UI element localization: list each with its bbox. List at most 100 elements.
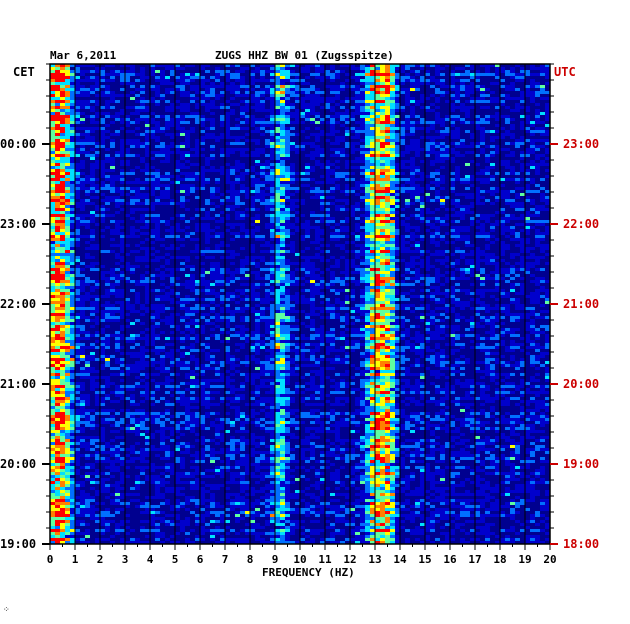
heatmap-cell xyxy=(120,97,125,100)
heatmap-cell xyxy=(330,76,335,79)
heatmap-cell xyxy=(325,154,330,157)
heatmap-cell xyxy=(160,145,165,148)
heatmap-cell xyxy=(435,94,440,97)
heatmap-cell xyxy=(460,100,465,103)
heatmap-cell xyxy=(335,211,340,214)
heatmap-cell xyxy=(380,232,385,235)
heatmap-cell xyxy=(420,112,425,115)
heatmap-cell xyxy=(375,241,380,244)
heatmap-cell xyxy=(140,175,145,178)
heatmap-cell xyxy=(245,226,250,229)
heatmap-cell xyxy=(355,154,360,157)
heatmap-cell xyxy=(80,292,85,295)
heatmap-cell xyxy=(365,244,370,247)
heatmap-cell xyxy=(485,133,490,136)
heatmap-cell xyxy=(315,190,320,193)
heatmap-cell xyxy=(215,175,220,178)
heatmap-cell xyxy=(230,178,235,181)
heatmap-cell xyxy=(375,118,380,121)
heatmap-cell xyxy=(55,250,60,253)
heatmap-cell xyxy=(85,85,90,88)
heatmap-cell xyxy=(365,67,370,70)
heatmap-cell xyxy=(290,268,295,271)
heatmap-cell xyxy=(240,133,245,136)
heatmap-cell xyxy=(60,211,65,214)
heatmap-cell xyxy=(520,82,525,85)
heatmap-cell xyxy=(215,235,220,238)
heatmap-cell xyxy=(60,178,65,181)
heatmap-cell xyxy=(400,262,405,265)
heatmap-cell xyxy=(235,82,240,85)
heatmap-cell xyxy=(180,139,185,142)
heatmap-cell xyxy=(545,184,550,187)
heatmap-cell xyxy=(480,88,485,91)
heatmap-cell xyxy=(75,112,80,115)
heatmap-cell xyxy=(370,289,375,292)
heatmap-cell xyxy=(415,67,420,70)
heatmap-cell xyxy=(125,217,130,220)
heatmap-cell xyxy=(275,106,280,109)
heatmap-cell xyxy=(75,70,80,73)
heatmap-cell xyxy=(520,76,525,79)
heatmap-cell xyxy=(360,163,365,166)
heatmap-cell xyxy=(465,154,470,157)
heatmap-cell xyxy=(380,130,385,133)
heatmap-cell xyxy=(215,280,220,283)
heatmap-cell xyxy=(370,232,375,235)
heatmap-cell xyxy=(290,154,295,157)
heatmap-cell xyxy=(420,133,425,136)
heatmap-cell xyxy=(230,139,235,142)
heatmap-cell xyxy=(255,220,260,223)
heatmap-cell xyxy=(115,85,120,88)
heatmap-cell xyxy=(420,70,425,73)
heatmap-cell xyxy=(445,253,450,256)
heatmap-cell xyxy=(530,118,535,121)
heatmap-cell xyxy=(150,172,155,175)
heatmap-cell xyxy=(180,70,185,73)
heatmap-cell xyxy=(280,268,285,271)
heatmap-cell xyxy=(360,175,365,178)
heatmap-cell xyxy=(460,250,465,253)
heatmap-cell xyxy=(495,106,500,109)
heatmap-cell xyxy=(415,232,420,235)
heatmap-cell xyxy=(390,247,395,250)
heatmap-cell xyxy=(280,127,285,130)
heatmap-cell xyxy=(100,241,105,244)
heatmap-cell xyxy=(225,82,230,85)
heatmap-cell xyxy=(420,295,425,298)
heatmap-cell xyxy=(255,133,260,136)
heatmap-cell xyxy=(190,211,195,214)
heatmap-cell xyxy=(475,109,480,112)
heatmap-cell xyxy=(390,157,395,160)
heatmap-cell xyxy=(150,94,155,97)
heatmap-cell xyxy=(160,199,165,202)
heatmap-cell xyxy=(310,76,315,79)
heatmap-cell xyxy=(235,67,240,70)
heatmap-cell xyxy=(535,136,540,139)
heatmap-cell xyxy=(55,148,60,151)
heatmap-cell xyxy=(365,253,370,256)
heatmap-cell xyxy=(510,262,515,265)
heatmap-cell xyxy=(80,241,85,244)
heatmap-cell xyxy=(380,97,385,100)
heatmap-cell xyxy=(165,118,170,121)
heatmap-cell xyxy=(135,97,140,100)
heatmap-cell xyxy=(110,259,115,262)
heatmap-cell xyxy=(70,268,75,271)
heatmap-cell xyxy=(385,112,390,115)
heatmap-cell xyxy=(260,178,265,181)
heatmap-cell xyxy=(520,226,525,229)
heatmap-cell xyxy=(180,175,185,178)
heatmap-cell xyxy=(400,253,405,256)
heatmap-cell xyxy=(230,265,235,268)
heatmap-cell xyxy=(535,202,540,205)
heatmap-cell xyxy=(270,118,275,121)
heatmap-cell xyxy=(500,169,505,172)
heatmap-cell xyxy=(240,181,245,184)
heatmap-cell xyxy=(375,220,380,223)
heatmap-cell xyxy=(375,274,380,277)
heatmap-cell xyxy=(115,250,120,253)
heatmap-cell xyxy=(160,67,165,70)
heatmap-cell xyxy=(370,70,375,73)
heatmap-cell xyxy=(395,145,400,148)
